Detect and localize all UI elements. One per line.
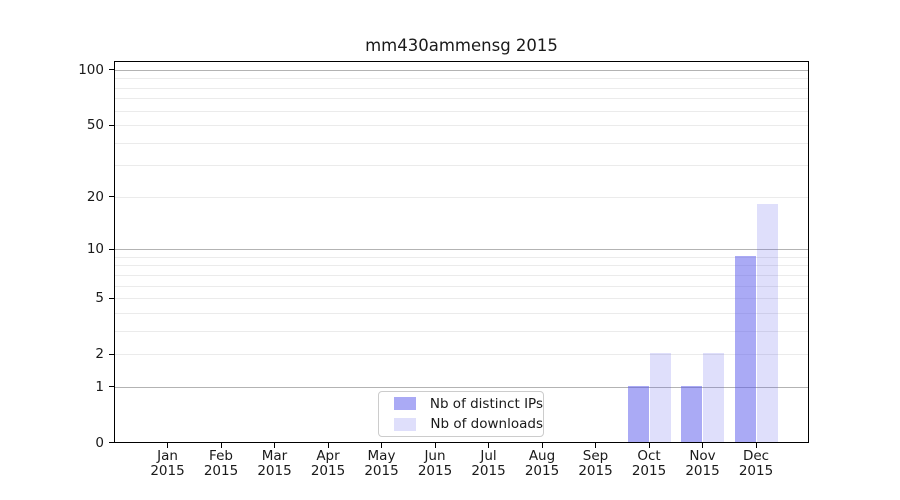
gridline-minor <box>115 125 808 127</box>
y-tick-label: 5 <box>95 290 104 306</box>
y-tick-label: 100 <box>78 61 104 78</box>
y-tick-label: 20 <box>86 188 104 205</box>
legend-label-distinct-ips: Nb of distinct IPs <box>429 395 543 412</box>
gridline-minor <box>115 285 808 287</box>
x-tick-label: Oct 2015 <box>631 448 667 479</box>
bar-downloads <box>649 353 671 442</box>
bar-downloads <box>756 204 778 442</box>
y-tick <box>109 386 114 388</box>
gridline-minor <box>115 312 808 314</box>
x-tick <box>327 443 329 448</box>
y-tick <box>109 353 114 355</box>
gridline-minor <box>115 354 808 355</box>
gridline-minor <box>115 298 808 299</box>
x-tick <box>381 443 382 448</box>
y-tick-label: 0 <box>95 434 104 451</box>
gridline-minor <box>115 256 808 258</box>
gridline-minor <box>115 142 808 144</box>
x-tick <box>434 443 436 448</box>
y-tick <box>109 297 114 299</box>
bar-distinct-ips <box>734 256 756 442</box>
plot-inner <box>115 62 808 442</box>
x-tick-label: Jul 2015 <box>471 448 506 479</box>
gridline-minor <box>115 110 808 112</box>
x-tick-label: May 2015 <box>364 448 399 479</box>
gridline-major <box>115 249 808 250</box>
x-tick-label: Jan 2015 <box>150 448 185 479</box>
bar-distinct-ips <box>627 386 649 442</box>
gridline-minor <box>115 165 808 167</box>
y-tick-label: 50 <box>86 117 104 134</box>
gridline-minor <box>115 265 808 267</box>
x-tick <box>755 443 757 448</box>
x-tick <box>541 443 543 448</box>
legend-swatch-downloads <box>394 417 417 431</box>
x-tick-label: Nov 2015 <box>685 448 720 479</box>
x-tick <box>595 443 596 448</box>
x-tick-label: Apr 2015 <box>310 448 346 479</box>
x-tick <box>648 443 650 448</box>
legend-label-downloads: Nb of downloads <box>430 416 543 433</box>
gridline-minor <box>115 87 808 89</box>
legend-swatch-distinct-ips <box>394 397 416 411</box>
gridline-minor <box>115 98 808 100</box>
x-tick-label: Mar 2015 <box>257 448 292 479</box>
x-tick <box>488 443 489 448</box>
legend-item-distinct-ips: Nb of distinct IPs <box>394 395 543 413</box>
y-tick <box>109 442 114 444</box>
y-tick-label: 10 <box>86 241 104 257</box>
x-tick <box>274 443 275 448</box>
x-tick-label: Aug 2015 <box>524 448 560 479</box>
x-tick <box>702 443 703 448</box>
y-tick <box>109 196 114 198</box>
x-tick-label: Sep 2015 <box>578 448 613 479</box>
chart-title: mm430ammensg 2015 <box>365 36 558 55</box>
legend-item-downloads: Nb of downloads <box>394 415 543 433</box>
gridline-major <box>115 69 808 71</box>
plot-area <box>114 61 809 443</box>
y-tick <box>109 69 114 71</box>
x-tick-label: Jun 2015 <box>417 448 453 479</box>
gridline-minor <box>115 196 808 198</box>
legend: Nb of distinct IPs Nb of downloads <box>378 391 544 437</box>
gridline-major <box>115 386 808 388</box>
gridline-minor <box>115 274 808 276</box>
gridline-minor <box>115 78 808 80</box>
x-tick <box>167 443 168 448</box>
y-tick-label: 1 <box>95 378 104 395</box>
bar-distinct-ips <box>681 386 702 442</box>
y-tick <box>109 248 114 250</box>
y-tick <box>109 124 114 126</box>
x-tick <box>220 443 222 448</box>
bar-downloads <box>703 353 724 442</box>
x-tick-label: Feb 2015 <box>203 448 239 479</box>
gridline-minor <box>115 330 808 332</box>
y-tick-label: 2 <box>95 346 104 362</box>
x-tick-label: Dec 2015 <box>738 448 774 479</box>
